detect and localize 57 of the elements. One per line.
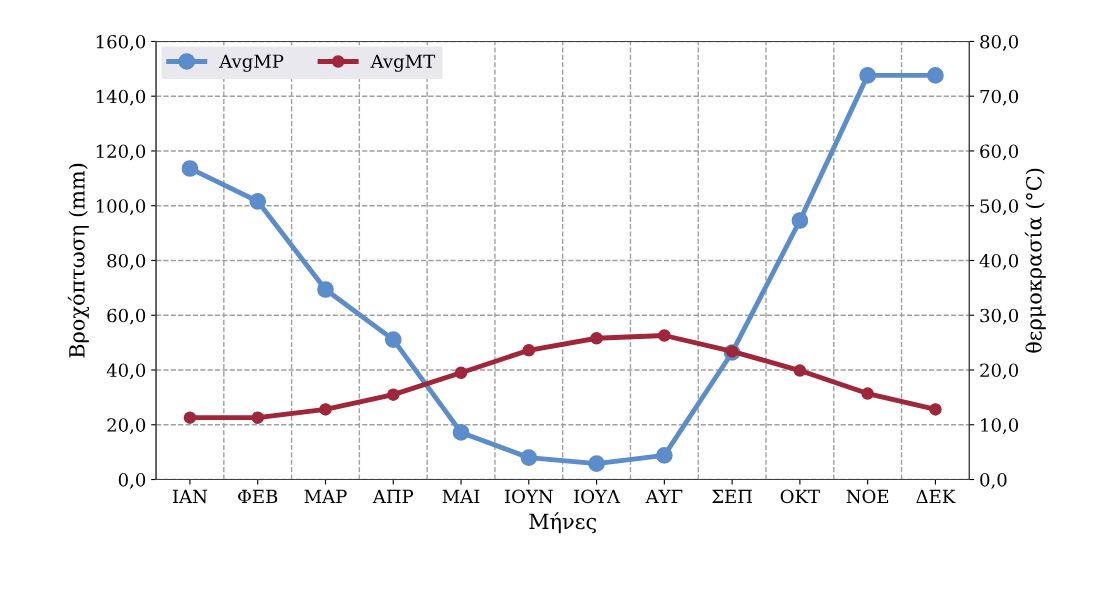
y2-tick-label: 50,0: [980, 199, 1019, 216]
y2-tick-label: 20,0: [980, 363, 1019, 380]
point: [859, 67, 876, 84]
point: [658, 329, 671, 342]
y2-tick-label: 30,0: [980, 308, 1019, 325]
y-tick-label: 100,0: [96, 199, 146, 216]
point: [861, 387, 874, 400]
point: [181, 160, 199, 177]
y-tick-label: 0,0: [118, 472, 146, 489]
x-axis-title: Μήνες: [529, 512, 596, 534]
x-tick-label: ΑΠΡ: [372, 489, 414, 503]
point: [793, 364, 807, 377]
point: [520, 449, 538, 466]
y2-tick-label: 60,0: [980, 144, 1019, 161]
point: [384, 331, 402, 348]
point: [588, 455, 605, 472]
x-tick-label: ΜΑΙ: [442, 489, 480, 503]
y2-tick-label: 0,0: [980, 472, 1007, 489]
y-tick-label: 40,0: [106, 363, 146, 380]
point: [452, 424, 470, 441]
point: [929, 403, 942, 416]
y-tick-label: 160,0: [96, 34, 146, 51]
y2-tick-label: 70,0: [980, 89, 1019, 106]
point: [387, 388, 400, 401]
x-tick-label: ΝΟΕ: [846, 489, 889, 504]
y2-tick-label: 40,0: [979, 253, 1019, 270]
y-axis-title: Βροχόπτωση (mm): [67, 163, 90, 358]
x-tick-label: ΔΕΚ: [916, 489, 956, 503]
x-tick-label: ΜΑΡ: [304, 489, 347, 503]
y2-tick-label: 80,0: [980, 34, 1019, 51]
y2-tick-label: 10,0: [981, 418, 1019, 435]
point: [927, 67, 944, 84]
point: [590, 331, 603, 345]
y-tick-label: 20,0: [107, 418, 146, 435]
x-tick-label: ΣΕΠ: [712, 489, 752, 503]
point: [791, 212, 809, 229]
x-tick-label: ΙΟΥΝ: [504, 489, 553, 504]
y2-axis-title: θερμοκρασία (°C): [1024, 168, 1046, 353]
point: [249, 193, 267, 210]
x-tick-label: ΦΕΒ: [238, 489, 278, 503]
legend-label: AvgMT: [370, 54, 436, 72]
point: [317, 281, 334, 298]
x-tick-label: ΙΑΝ: [172, 489, 208, 504]
y-tick-label: 80,0: [107, 253, 146, 270]
legend-label: AvgMP: [219, 54, 284, 72]
point: [319, 403, 332, 416]
point: [454, 366, 468, 379]
point: [522, 344, 536, 357]
point: [656, 447, 673, 464]
y-tick-label: 120,0: [96, 144, 146, 161]
y-tick-label: 60,0: [107, 308, 146, 325]
x-tick-label: ΟΚΤ: [780, 489, 820, 504]
x-tick-label: ΑΥΓ: [645, 489, 683, 503]
x-tick-label: ΙΟΥΛ: [574, 489, 621, 504]
point: [183, 411, 197, 424]
point: [251, 411, 264, 424]
y-tick-label: 140,0: [96, 89, 146, 106]
